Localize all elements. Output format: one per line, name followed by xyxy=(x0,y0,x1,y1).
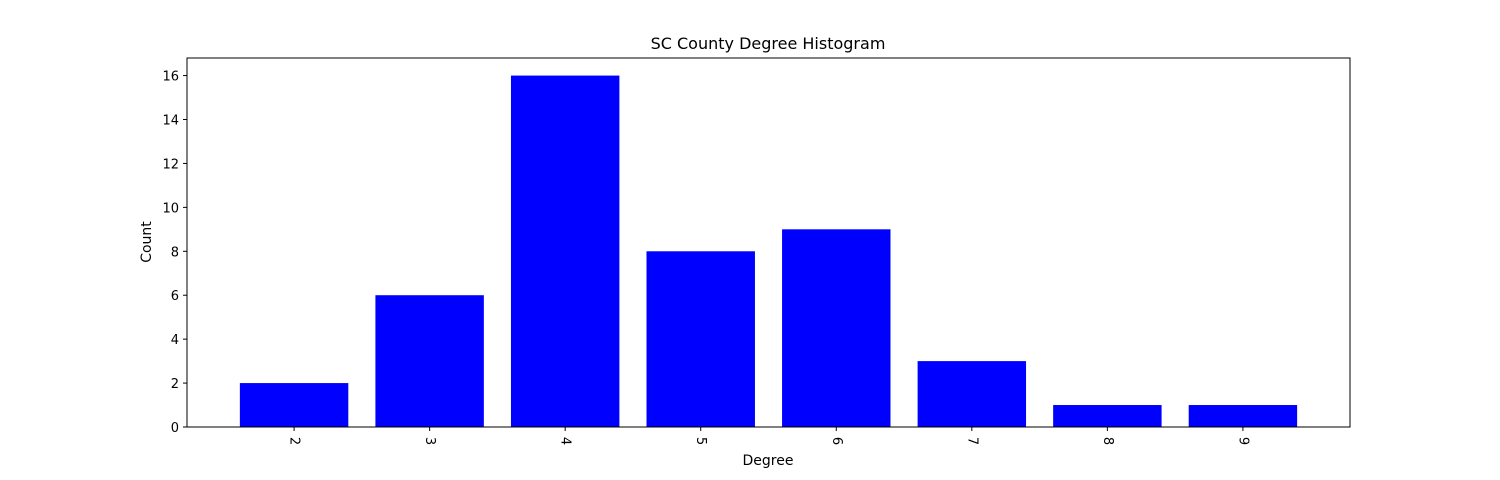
plot-frame xyxy=(186,57,1351,428)
y-tick-label: 6 xyxy=(171,289,179,304)
y-tick-label: 8 xyxy=(171,245,179,260)
y-tick-label: 0 xyxy=(171,421,179,436)
y-tick-label: 10 xyxy=(162,201,179,216)
bar-degree-4 xyxy=(510,75,620,428)
x-tick-label: 2 xyxy=(287,437,302,445)
x-tick-label: 7 xyxy=(964,437,979,445)
bar-degree-2 xyxy=(239,383,349,427)
y-tick-label: 4 xyxy=(171,333,179,348)
y-axis: 0 2 4 6 8 10 12 14 16 xyxy=(162,70,187,436)
bar-degree-9 xyxy=(1188,405,1298,427)
y-tick-label: 14 xyxy=(162,114,179,129)
y-axis-label: Count xyxy=(139,221,155,263)
bar-degree-6 xyxy=(782,229,891,427)
x-axis-label: Degree xyxy=(743,453,794,469)
x-tick-label: 6 xyxy=(829,437,844,445)
y-tick-label: 16 xyxy=(162,70,179,85)
chart-title: SC County Degree Histogram xyxy=(651,34,886,53)
bar-degree-3 xyxy=(375,295,484,427)
bar-degree-5 xyxy=(646,251,755,427)
x-tick-label: 4 xyxy=(558,437,573,445)
x-tick-label: 8 xyxy=(1100,437,1115,445)
bars-group xyxy=(239,75,1298,428)
x-axis: 2 3 4 5 6 7 8 9 xyxy=(287,427,1250,445)
x-tick-label: 9 xyxy=(1235,437,1250,445)
bar-degree-8 xyxy=(1053,405,1162,427)
y-tick-label: 12 xyxy=(162,157,179,172)
x-tick-label: 3 xyxy=(422,437,437,445)
y-tick-label: 2 xyxy=(171,377,179,392)
x-tick-label: 5 xyxy=(693,437,708,445)
bar-degree-7 xyxy=(917,361,1027,427)
